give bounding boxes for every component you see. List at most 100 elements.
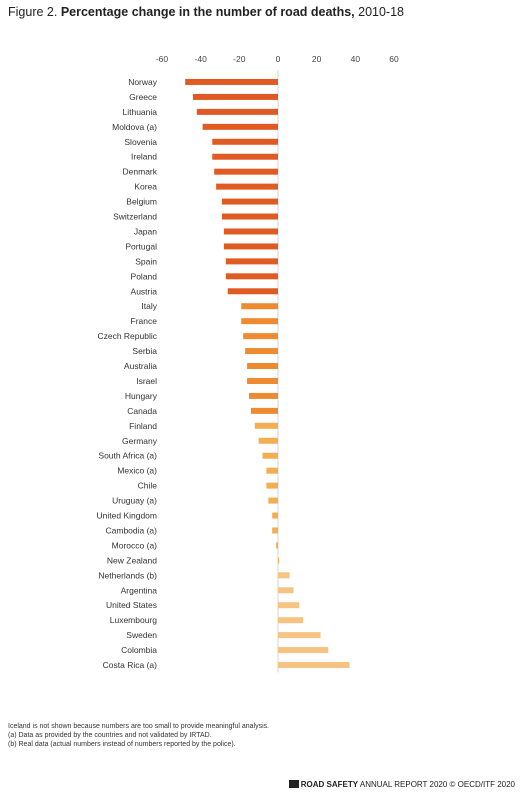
bar [245, 348, 278, 355]
category-label: Denmark [123, 167, 158, 177]
category-label: Moldova (a) [112, 122, 157, 132]
category-label: United Kingdom [97, 511, 157, 521]
bar [221, 213, 278, 220]
bar [225, 258, 278, 265]
bar [243, 333, 278, 340]
bar [250, 407, 278, 414]
bar [196, 108, 278, 115]
bar [212, 138, 278, 145]
category-label: Lithuania [122, 107, 157, 117]
category-label: South Africa (a) [98, 451, 157, 461]
category-label: Netherlands (b) [98, 570, 157, 580]
category-label: Ireland [131, 152, 157, 162]
bar [276, 542, 278, 549]
bar [266, 467, 278, 474]
category-label: Greece [129, 92, 157, 102]
category-label: Japan [134, 226, 157, 236]
bar [212, 153, 278, 160]
chart-title-years: 2010-18 [358, 5, 404, 19]
note-b: (b) Real data (actual numbers instead of… [8, 741, 236, 748]
figure-label: Figure 2. [8, 5, 58, 19]
category-label: Argentina [121, 585, 158, 595]
bar [262, 452, 278, 459]
category-label: Austria [131, 286, 158, 296]
note-a: (a) Data as provided by the countries an… [8, 732, 212, 739]
category-label: Australia [124, 361, 157, 371]
bar [185, 78, 278, 85]
bar [278, 632, 321, 639]
bar [241, 318, 278, 325]
category-label: Chile [138, 481, 158, 491]
bar [266, 482, 278, 489]
category-label: Portugal [125, 241, 157, 251]
x-tick-label: 0 [276, 54, 281, 64]
bar [272, 512, 278, 519]
bars [185, 78, 350, 669]
bar [216, 183, 278, 190]
category-label: Norway [128, 77, 158, 87]
book-icon [288, 780, 299, 788]
x-tick-label: 40 [351, 54, 361, 64]
category-label: Belgium [126, 197, 157, 207]
bar [278, 662, 350, 669]
bar [268, 497, 278, 504]
category-label: Morocco (a) [112, 540, 158, 550]
bar-chart: -60 -40 -20 0 20 40 60 Norway Greece Lithuania Mo… [97, 54, 399, 673]
x-tick-label: -40 [195, 54, 208, 64]
bar [278, 617, 304, 624]
category-label: Switzerland [113, 212, 157, 222]
bar [225, 273, 278, 280]
category-label: Uruguay (a) [112, 496, 157, 506]
bar [278, 602, 300, 609]
category-label: United States [106, 600, 157, 610]
bar [227, 288, 278, 295]
bar [254, 422, 278, 429]
bar [223, 228, 278, 235]
x-tick-label: 60 [389, 54, 399, 64]
category-label: Korea [134, 182, 157, 192]
category-labels: Norway Greece Lithuania Moldova (a) Slovenia… [97, 77, 158, 670]
category-label: New Zealand [107, 555, 157, 565]
note-iceland: Iceland is not shown because numbers are… [8, 723, 270, 730]
category-label: Israel [136, 376, 157, 386]
bar [192, 93, 278, 100]
x-axis-ticks: -60 -40 -20 0 20 40 60 [156, 54, 399, 64]
notes: Iceland is not shown because numbers are… [8, 722, 269, 749]
category-label: Canada [127, 406, 157, 416]
bar [214, 168, 278, 175]
footer-text: ANNUAL REPORT 2020 © OECD/ITF 2020 [359, 780, 515, 789]
category-label: France [131, 316, 158, 326]
bar [221, 198, 278, 205]
figure-title: Figure 2. Percentage change in the numbe… [8, 5, 404, 19]
x-tick-label: -60 [156, 54, 169, 64]
category-label: Slovenia [124, 137, 157, 147]
bar [202, 123, 278, 130]
bar [278, 587, 294, 594]
category-label: Colombia [121, 645, 157, 655]
bar [278, 647, 329, 654]
category-label: Sweden [126, 630, 157, 640]
bar [249, 392, 278, 399]
x-tick-label: -20 [233, 54, 246, 64]
bar [247, 377, 278, 384]
category-label: Finland [129, 421, 157, 431]
category-label: Serbia [132, 346, 157, 356]
category-label: Germany [122, 436, 158, 446]
category-label: Spain [135, 256, 157, 266]
x-tick-label: 20 [312, 54, 322, 64]
bar [241, 303, 278, 310]
bar [258, 437, 278, 444]
category-label: Czech Republic [97, 331, 157, 341]
chart-title: Percentage change in the number of road … [60, 5, 355, 19]
category-label: Costa Rica (a) [103, 660, 157, 670]
category-label: Hungary [125, 391, 158, 401]
footer-brand: ROAD SAFETY [300, 780, 359, 789]
bar [223, 243, 278, 250]
bar [278, 557, 279, 564]
bar [272, 527, 278, 534]
category-label: Luxembourg [110, 615, 158, 625]
bar [247, 363, 278, 370]
category-label: Italy [141, 301, 157, 311]
bar [278, 572, 290, 579]
category-label: Cambodia (a) [106, 525, 158, 535]
